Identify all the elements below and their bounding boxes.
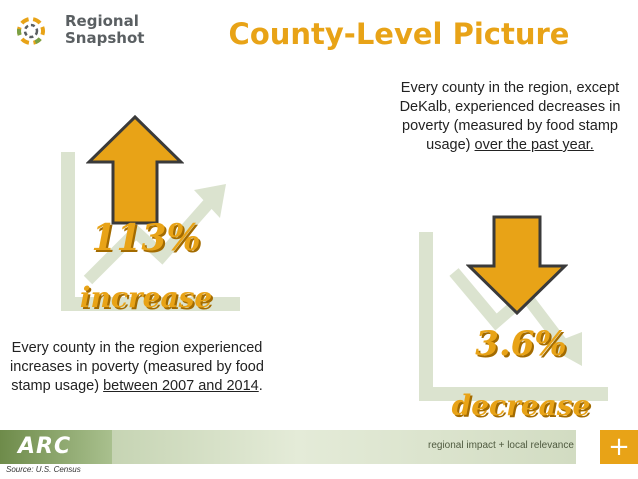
down-arrow-icon <box>466 215 568 316</box>
increase-percent: 113% <box>91 217 201 259</box>
left-description: Every county in the region experienced i… <box>6 339 268 396</box>
decrease-label: decrease <box>451 389 591 422</box>
regional-snapshot-logo: Regional Snapshot <box>14 13 184 49</box>
right-description-period: over the past year. <box>474 137 594 153</box>
logo-text: Regional Snapshot <box>65 13 144 47</box>
increase-label: increase <box>79 281 213 314</box>
plus-icon: + <box>608 432 630 462</box>
footer-gradient-bar <box>112 430 576 464</box>
left-description-text: Every county in the region experienced i… <box>10 340 264 394</box>
ring-of-segments-icon <box>17 17 45 45</box>
right-description: Every county in the region, except DeKal… <box>378 79 638 155</box>
arc-logo: ARC <box>0 430 112 464</box>
left-description-period: between 2007 and 2014 <box>103 378 259 394</box>
plus-button[interactable]: + <box>600 430 638 464</box>
right-description-text: Every county in the region, except DeKal… <box>399 80 621 153</box>
logo-line-2: Snapshot <box>65 29 145 47</box>
source-note: Source: U.S. Census <box>6 465 81 474</box>
footer-tagline: regional impact + local relevance <box>428 440 574 451</box>
slide-title: County-Level Picture <box>228 17 570 51</box>
footer-band: ARC regional impact + local relevance + <box>0 430 638 464</box>
up-arrow-icon <box>86 114 184 225</box>
arc-logo-text: ARC <box>18 434 72 459</box>
rising-trend-chart-icon <box>61 152 240 311</box>
logo-line-1: Regional <box>65 12 139 30</box>
decrease-percent: 3.6% <box>475 324 567 364</box>
left-description-end: . <box>258 378 263 394</box>
